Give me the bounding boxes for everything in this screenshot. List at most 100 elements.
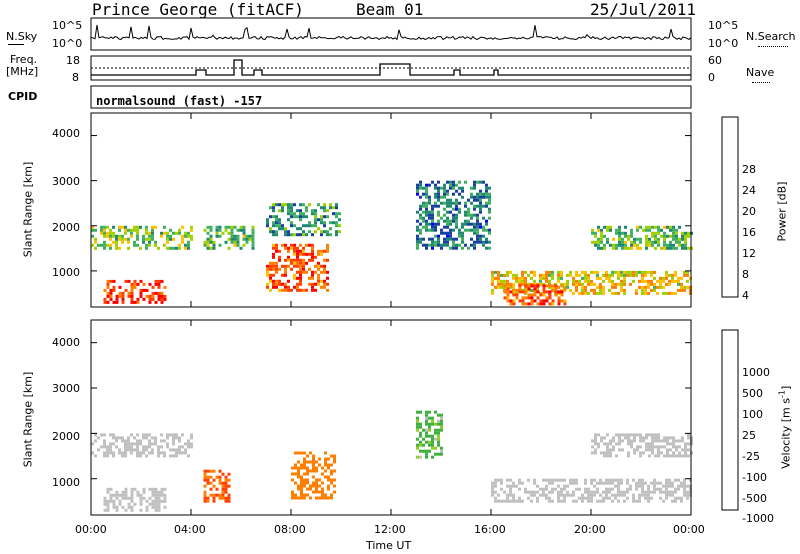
- freq-line: [91, 59, 691, 76]
- power-cell: [612, 246, 615, 250]
- power-cell: [175, 231, 178, 235]
- velocity-cell: [312, 457, 315, 461]
- power-cell: [431, 210, 434, 214]
- velocity-cell: [608, 478, 611, 482]
- velocity-cell: [115, 436, 118, 440]
- velocity-cell: [142, 436, 145, 440]
- power-cell: [284, 227, 287, 231]
- power-cell: [665, 276, 668, 280]
- velocity-cell: [512, 499, 515, 503]
- velocity-cell: [127, 439, 130, 443]
- power-cell: [668, 282, 671, 286]
- power-cell: [233, 225, 237, 229]
- velocity-cell: [154, 487, 158, 491]
- noise-panel-frame: [90, 17, 692, 51]
- power-cell: [653, 270, 656, 274]
- power-cell: [603, 243, 606, 247]
- velocity-cell: [632, 499, 635, 503]
- power-cell: [305, 252, 308, 256]
- power-cell: [323, 215, 326, 219]
- power-cell: [470, 192, 473, 196]
- power-cell: [629, 273, 632, 277]
- power-cell: [533, 284, 537, 288]
- power-cell: [485, 219, 488, 223]
- power-cell: [425, 225, 428, 229]
- power-cell: [674, 273, 677, 277]
- velocity-cell: [431, 443, 434, 447]
- velocity-cell: [587, 493, 590, 497]
- velocity-cell: [620, 481, 623, 485]
- power-cell: [275, 230, 278, 234]
- power-cell: [275, 267, 278, 271]
- power-cell: [518, 290, 522, 294]
- velocity-cell: [218, 481, 222, 485]
- velocity-cell: [617, 484, 620, 488]
- velocity-cell: [166, 445, 169, 449]
- velocity-cell: [416, 419, 419, 423]
- power-cell: [145, 231, 148, 235]
- velocity-cell: [639, 439, 642, 443]
- power-cell: [434, 195, 437, 199]
- power-cell: [275, 285, 278, 289]
- power-cell: [587, 276, 590, 280]
- velocity-cell: [115, 508, 119, 512]
- power-cell: [627, 237, 630, 241]
- power-cell: [464, 204, 467, 208]
- power-cell: [599, 276, 602, 280]
- range-tick-upper-4000: 4000: [52, 127, 80, 140]
- power-cell: [584, 276, 587, 280]
- power-cell: [461, 246, 464, 250]
- power-cell: [133, 228, 136, 232]
- velocity-cell: [597, 442, 600, 446]
- velocity-cell: [431, 440, 434, 444]
- power-cell: [127, 294, 131, 298]
- velocity-cell: [590, 481, 593, 485]
- velocity-cell: [321, 481, 324, 485]
- velocity-cell: [657, 451, 660, 455]
- power-cell: [668, 291, 671, 295]
- power-cell: [425, 189, 428, 193]
- power-cell: [581, 288, 584, 292]
- velocity-cell: [530, 493, 533, 497]
- power-cell: [269, 227, 272, 231]
- velocity-cell: [157, 451, 160, 455]
- velocity-cell: [127, 505, 131, 509]
- velocity-cell: [677, 484, 680, 488]
- power-cell: [136, 231, 139, 235]
- velocity-cell: [612, 439, 615, 443]
- power-cell: [659, 282, 662, 286]
- power-cell: [118, 234, 121, 238]
- velocity-cell: [109, 445, 112, 449]
- velocity-cell: [145, 499, 149, 503]
- power-cell: [145, 237, 148, 241]
- power-cell: [548, 302, 552, 306]
- power-cell: [431, 216, 434, 220]
- power-cell: [620, 285, 623, 289]
- power-cell: [428, 228, 431, 232]
- power-cell: [530, 284, 534, 288]
- power-cell: [681, 243, 684, 247]
- power-cell: [305, 224, 308, 228]
- power-cell: [326, 270, 329, 274]
- velocity-cell: [548, 496, 551, 500]
- velocity-cell: [666, 442, 669, 446]
- velocity-cell: [584, 490, 587, 494]
- velocity-cell: [594, 439, 597, 443]
- power-cell: [338, 218, 341, 222]
- velocity-cell: [184, 442, 187, 446]
- velocity-cell: [425, 452, 428, 456]
- velocity-cell: [572, 481, 575, 485]
- velocity-cell: [154, 439, 157, 443]
- velocity-cell: [630, 439, 633, 443]
- power-cell: [272, 246, 275, 250]
- velocity-cell: [647, 490, 650, 494]
- velocity-cell: [615, 433, 618, 437]
- velocity-cell: [437, 452, 440, 456]
- velocity-cell: [687, 448, 690, 452]
- power-cell: [461, 222, 464, 226]
- power-cell: [470, 195, 473, 199]
- velocity-cell: [533, 481, 536, 485]
- power-cell: [97, 243, 100, 247]
- velocity-cell: [626, 496, 629, 500]
